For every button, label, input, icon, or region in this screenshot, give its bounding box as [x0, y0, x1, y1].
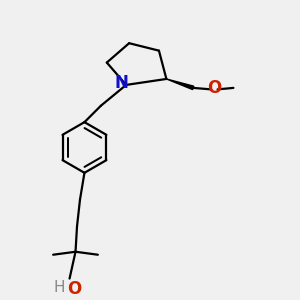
Text: O: O	[67, 280, 81, 298]
Text: O: O	[208, 79, 222, 97]
Polygon shape	[167, 79, 194, 90]
Text: H: H	[53, 280, 65, 295]
Text: N: N	[115, 74, 129, 92]
